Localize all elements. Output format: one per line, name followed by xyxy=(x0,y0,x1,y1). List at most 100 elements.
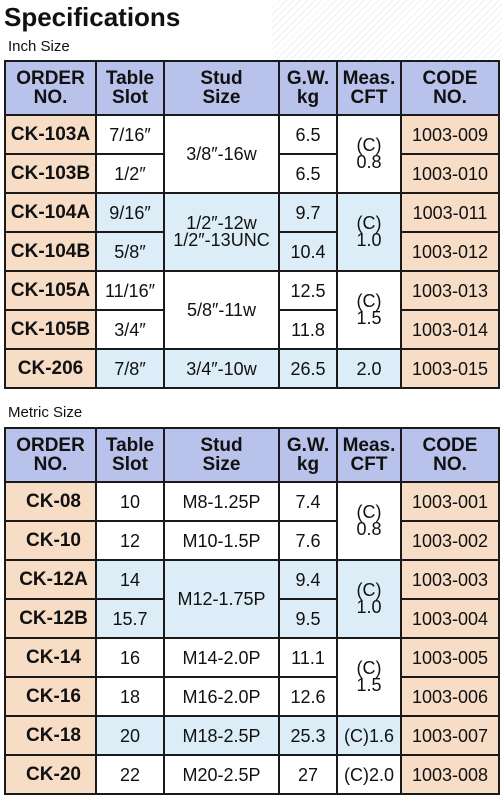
order-no: CK-105B xyxy=(4,309,97,350)
table-slot: 1/2″ xyxy=(95,153,165,194)
measurement: (C)1.6 xyxy=(336,715,402,756)
measurement: 2.0 xyxy=(336,348,402,389)
table-row: CK-103B 1/2″ 6.5 1003-010 xyxy=(4,153,500,194)
table-row: CK-12A 14 M12-1.75P 9.4 (C) 1.0 1003-003 xyxy=(4,559,500,639)
table-row: CK-08 10 M8-1.25P 7.4 (C) 0.8 1003-001 xyxy=(4,481,500,561)
code-no: 1003-015 xyxy=(400,348,500,389)
table-row: CK-20 22 M20-2.5P 27 (C)2.0 1003-008 xyxy=(4,754,500,795)
table-row: CK-105A 11/16″ 5/8″-11w 12.5 (C) 1.5 100… xyxy=(4,270,500,350)
measurement: (C) 1.5 xyxy=(336,270,402,350)
table-row: CK-12B 15.7 9.5 1003-004 xyxy=(4,598,500,639)
gross-weight: 9.4 xyxy=(278,559,338,600)
table-slot: 18 xyxy=(95,676,165,717)
header-row: ORDER NO. Table Slot Stud Size G.W. kg Meas.… xyxy=(4,427,500,483)
stud-size: M14-2.0P xyxy=(163,637,280,678)
table-slot: 14 xyxy=(95,559,165,600)
table-slot: 16 xyxy=(95,637,165,678)
table-slot: 7/8″ xyxy=(95,348,165,389)
order-no: CK-16 xyxy=(4,676,97,717)
order-no: CK-20 xyxy=(4,754,97,795)
stud-size: M16-2.0P xyxy=(163,676,280,717)
code-no: 1003-005 xyxy=(400,637,500,678)
table-row: CK-18 20 M18-2.5P 25.3 (C)1.6 1003-007 xyxy=(4,715,500,756)
order-no: CK-104B xyxy=(4,231,97,272)
gross-weight: 12.5 xyxy=(278,270,338,311)
order-no: CK-12A xyxy=(4,559,97,600)
table-slot: 7/16″ xyxy=(95,114,165,155)
order-no: CK-206 xyxy=(4,348,97,389)
order-no: CK-12B xyxy=(4,598,97,639)
header-measurement: Meas. CFT xyxy=(336,427,402,483)
order-no: CK-08 xyxy=(4,481,97,522)
table-row: CK-14 16 M14-2.0P 11.1 (C) 1.5 1003-005 xyxy=(4,637,500,717)
stud-size: 1/2″-12w 1/2″-13UNC xyxy=(163,192,280,272)
order-no: CK-14 xyxy=(4,637,97,678)
gross-weight: 12.6 xyxy=(278,676,338,717)
code-no: 1003-007 xyxy=(400,715,500,756)
table-slot: 9/16″ xyxy=(95,192,165,233)
code-no: 1003-014 xyxy=(400,309,500,350)
table-row: CK-103A 7/16″ 3/8″-16w 6.5 (C) 0.8 1003-… xyxy=(4,114,500,194)
header-gross-weight: G.W. kg xyxy=(278,427,338,483)
code-no: 1003-013 xyxy=(400,270,500,311)
code-no: 1003-001 xyxy=(400,481,500,522)
header-stud-size: Stud Size xyxy=(163,60,280,116)
order-no: CK-105A xyxy=(4,270,97,311)
measurement: (C) 0.8 xyxy=(336,114,402,194)
order-no: CK-103B xyxy=(4,153,97,194)
table-slot: 10 xyxy=(95,481,165,522)
metric-spec-table: ORDER NO. Table Slot Stud Size G.W. kg Meas.… xyxy=(4,427,500,795)
code-no: 1003-012 xyxy=(400,231,500,272)
code-no: 1003-006 xyxy=(400,676,500,717)
stud-size: 5/8″-11w xyxy=(163,270,280,350)
gross-weight: 6.5 xyxy=(278,114,338,155)
table-slot: 15.7 xyxy=(95,598,165,639)
gross-weight: 7.6 xyxy=(278,520,338,561)
table-slot: 3/4″ xyxy=(95,309,165,350)
stud-size: M18-2.5P xyxy=(163,715,280,756)
order-no: CK-103A xyxy=(4,114,97,155)
code-no: 1003-011 xyxy=(400,192,500,233)
measurement: (C) 1.5 xyxy=(336,637,402,717)
gross-weight: 11.1 xyxy=(278,637,338,678)
gross-weight: 9.7 xyxy=(278,192,338,233)
header-row: ORDER NO. Table Slot Stud Size G.W. kg Meas.… xyxy=(4,60,500,116)
table-slot: 12 xyxy=(95,520,165,561)
header-gross-weight: G.W. kg xyxy=(278,60,338,116)
inch-spec-table: ORDER NO. Table Slot Stud Size G.W. kg Meas.… xyxy=(4,60,500,389)
inch-section-label: Inch Size xyxy=(8,38,70,55)
metric-section-label: Metric Size xyxy=(8,404,83,421)
page-title: Specifications xyxy=(4,2,181,32)
header-measurement: Meas. CFT xyxy=(336,60,402,116)
header-order-no: ORDER NO. xyxy=(4,427,97,483)
code-no: 1003-004 xyxy=(400,598,500,639)
measurement: (C)2.0 xyxy=(336,754,402,795)
stud-size: M12-1.75P xyxy=(163,559,280,639)
table-row: CK-10 12 M10-1.5P 7.6 1003-002 xyxy=(4,520,500,561)
table-slot: 5/8″ xyxy=(95,231,165,272)
header-table-slot: Table Slot xyxy=(95,60,165,116)
measurement: (C) 1.0 xyxy=(336,192,402,272)
measurement: (C) 1.0 xyxy=(336,559,402,639)
code-no: 1003-010 xyxy=(400,153,500,194)
decorative-pattern xyxy=(272,0,502,60)
code-no: 1003-003 xyxy=(400,559,500,600)
code-no: 1003-008 xyxy=(400,754,500,795)
header-stud-size: Stud Size xyxy=(163,427,280,483)
stud-size: M8-1.25P xyxy=(163,481,280,522)
table-row: CK-206 7/8″ 3/4″-10w 26.5 2.0 1003-015 xyxy=(4,348,500,389)
gross-weight: 26.5 xyxy=(278,348,338,389)
gross-weight: 11.8 xyxy=(278,309,338,350)
header-order-no: ORDER NO. xyxy=(4,60,97,116)
table-row: CK-104A 9/16″ 1/2″-12w 1/2″-13UNC 9.7 (C… xyxy=(4,192,500,272)
header-code-no: CODE NO. xyxy=(400,427,500,483)
header-code-no: CODE NO. xyxy=(400,60,500,116)
stud-size: M10-1.5P xyxy=(163,520,280,561)
table-row: CK-16 18 M16-2.0P 12.6 1003-006 xyxy=(4,676,500,717)
table-slot: 20 xyxy=(95,715,165,756)
header-table-slot: Table Slot xyxy=(95,427,165,483)
gross-weight: 9.5 xyxy=(278,598,338,639)
code-no: 1003-002 xyxy=(400,520,500,561)
measurement: (C) 0.8 xyxy=(336,481,402,561)
gross-weight: 7.4 xyxy=(278,481,338,522)
